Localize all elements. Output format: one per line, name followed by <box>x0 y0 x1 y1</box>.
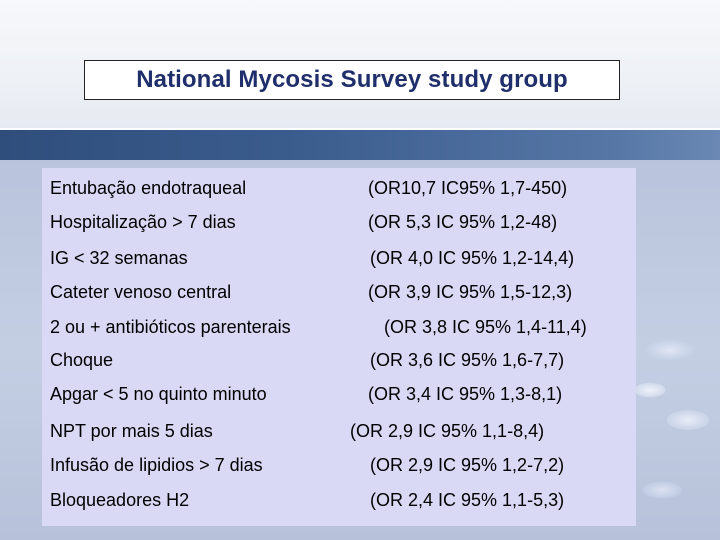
risk-factor-row: NPT por mais 5 dias (OR 2,9 IC 95% 1,1-8… <box>42 417 636 447</box>
odds-ratio-value: (OR 2,4 IC 95% 1,1-5,3) <box>370 490 565 510</box>
risk-factor-label: Hospitalização > 7 dias <box>50 212 236 232</box>
risk-factor-label: Choque <box>50 350 114 370</box>
risk-factor-row: Bloqueadores H2 (OR 2,4 IC 95% 1,1-5,3) <box>42 486 636 516</box>
risk-factor-label: IG < 32 semanas <box>50 248 188 268</box>
risk-factor-row: Entubação endotraqueal (OR10,7 IC95% 1,7… <box>42 174 636 204</box>
risk-factor-label: Bloqueadores H2 <box>50 490 190 510</box>
risk-factor-row: Choque (OR 3,6 IC 95% 1,6-7,7) <box>42 346 636 376</box>
header-divider-bar <box>0 130 720 160</box>
odds-ratio-value: (OR10,7 IC95% 1,7-450) <box>368 178 568 198</box>
risk-factor-label: 2 ou + antibióticos parenterais <box>50 317 291 337</box>
odds-ratio-value: (OR 2,9 IC 95% 1,2-7,2) <box>370 455 565 475</box>
risk-factor-row: Cateter venoso central (OR 3,9 IC 95% 1,… <box>42 278 636 308</box>
risk-factor-label: Entubação endotraqueal <box>50 178 247 198</box>
title-box: National Mycosis Survey study group <box>84 60 620 100</box>
risk-factors-panel: Entubação endotraqueal (OR10,7 IC95% 1,7… <box>42 168 636 526</box>
odds-ratio-value: (OR 3,4 IC 95% 1,3-8,1) <box>368 384 563 404</box>
risk-factor-label: Infusão de lipidios > 7 dias <box>50 455 263 475</box>
risk-factor-row: Infusão de lipidios > 7 dias (OR 2,9 IC … <box>42 451 636 481</box>
risk-factor-row: IG < 32 semanas (OR 4,0 IC 95% 1,2-14,4) <box>42 244 636 274</box>
risk-factor-row: Hospitalização > 7 dias (OR 5,3 IC 95% 1… <box>42 208 636 238</box>
risk-factor-label: Apgar < 5 no quinto minuto <box>50 384 267 404</box>
odds-ratio-value: (OR 5,3 IC 95% 1,2-48) <box>368 212 558 232</box>
odds-ratio-value: (OR 3,8 IC 95% 1,4-11,4) <box>384 317 587 337</box>
odds-ratio-value: (OR 2,9 IC 95% 1,1-8,4) <box>350 421 545 441</box>
risk-factor-row: Apgar < 5 no quinto minuto (OR 3,4 IC 95… <box>42 380 636 410</box>
risk-factor-label: Cateter venoso central <box>50 282 232 302</box>
risk-factor-label: NPT por mais 5 dias <box>50 421 213 441</box>
odds-ratio-value: (OR 3,6 IC 95% 1,6-7,7) <box>370 350 565 370</box>
slide-title: National Mycosis Survey study group <box>136 66 568 93</box>
odds-ratio-value: (OR 4,0 IC 95% 1,2-14,4) <box>370 248 575 268</box>
odds-ratio-value: (OR 3,9 IC 95% 1,5-12,3) <box>368 282 573 302</box>
risk-factor-row: 2 ou + antibióticos parenterais (OR 3,8 … <box>42 313 636 343</box>
